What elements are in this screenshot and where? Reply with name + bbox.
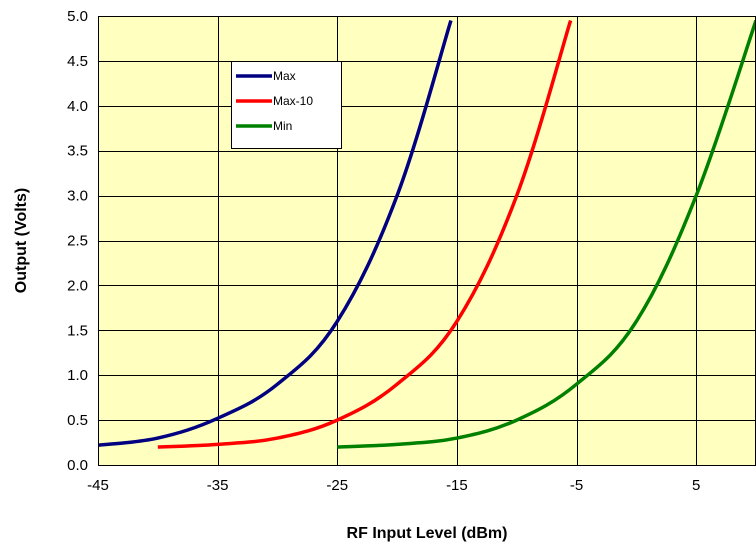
legend: Max Max-10 Min <box>231 61 342 149</box>
y-tick-label: 4.0 <box>67 98 88 115</box>
y-tick-label: 2.5 <box>67 233 88 250</box>
x-tick-label: 5 <box>692 477 700 494</box>
y-tick-label: 4.5 <box>67 53 88 70</box>
legend-label: Max-10 <box>273 94 313 108</box>
x-tick-label: -45 <box>87 477 109 494</box>
x-tick-label: -35 <box>207 477 229 494</box>
x-axis-title: RF Input Level (dBm) <box>347 525 508 542</box>
series-lines <box>98 19 756 449</box>
x-tick-label: -5 <box>570 477 583 494</box>
series-line-max-10 <box>157 19 573 449</box>
x-tick-label: -25 <box>326 477 348 494</box>
y-tick-label: 1.5 <box>67 322 88 339</box>
legend-label: Min <box>273 119 292 133</box>
legend-label: Max <box>273 69 296 83</box>
y-tick-label: 5.0 <box>67 8 88 25</box>
y-tick-label: 2.0 <box>67 277 88 294</box>
series-line-max <box>98 19 453 447</box>
y-tick-label: 0.5 <box>67 412 88 429</box>
y-tick-label: 3.5 <box>67 143 88 160</box>
y-tick-label: 1.0 <box>67 367 88 384</box>
y-axis-title: Output (Volts) <box>13 188 30 293</box>
plot-background <box>98 16 756 465</box>
series-line-min <box>337 19 756 449</box>
x-tick-labels: -45 -35 -25 -15 -5 5 <box>87 477 700 494</box>
y-tick-labels: 0.0 0.5 1.0 1.5 2.0 2.5 3.0 3.5 4.0 4.5 5.0 <box>67 8 88 474</box>
y-tick-label: 3.0 <box>67 188 88 205</box>
y-tick-label: 0.0 <box>67 457 88 474</box>
x-tick-label: -15 <box>446 477 468 494</box>
